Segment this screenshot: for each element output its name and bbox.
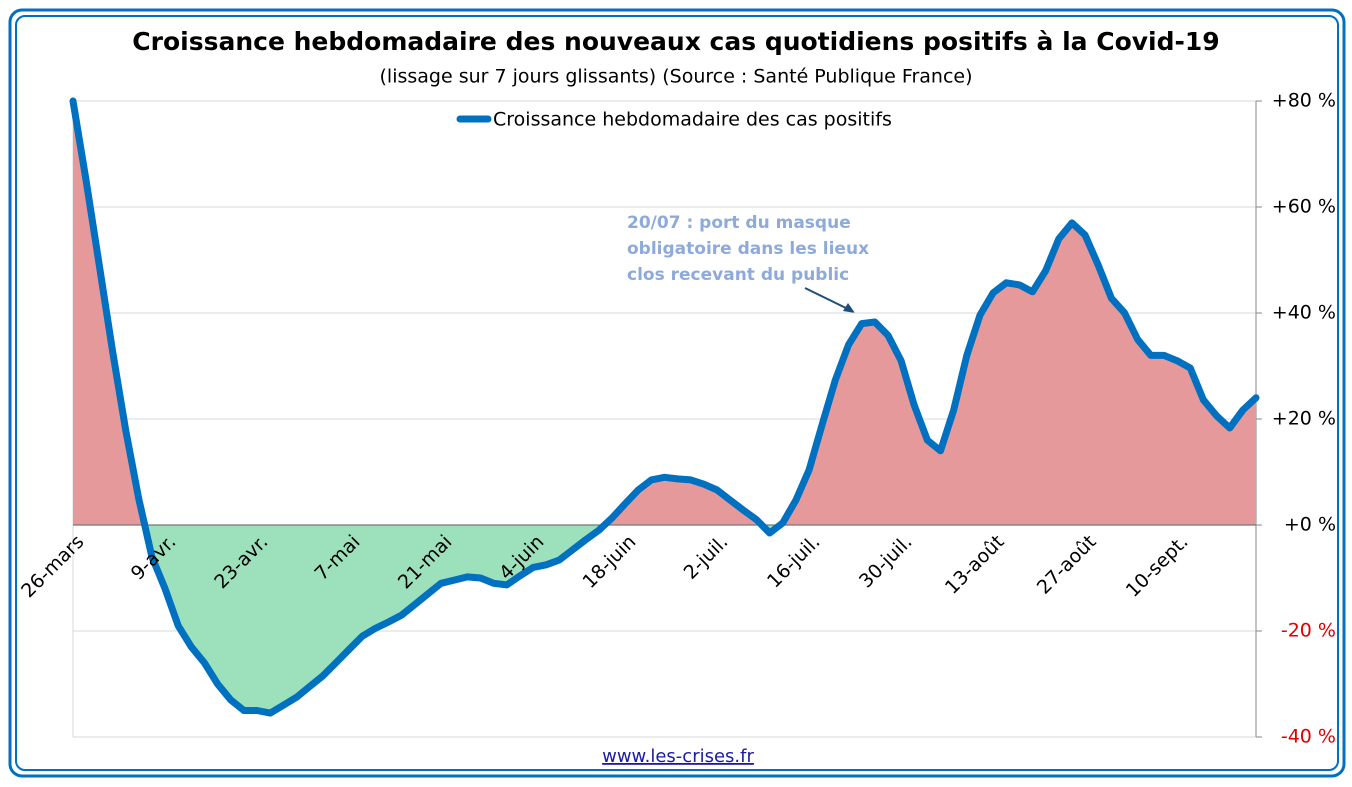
annotation: clos recevant du public	[627, 265, 849, 285]
annotation-arrow	[804, 287, 853, 312]
x-tick-label: 2-juil.	[680, 531, 733, 584]
x-tick-label: 13-août	[941, 531, 1009, 599]
y-tick-label: +0 %	[1284, 514, 1336, 536]
chart-subtitle: (lissage sur 7 jours glissants) (Source …	[380, 66, 973, 88]
frame-inner	[15, 15, 1339, 771]
x-tick-label: 16-juil.	[763, 531, 824, 592]
y-tick-label: +40 %	[1272, 302, 1336, 324]
chart-title: Croissance hebdomadaire des nouveaux cas…	[132, 27, 1219, 56]
y-tick-label: -40 %	[1281, 726, 1336, 748]
annotation: 20/07 : port du masque	[627, 213, 851, 233]
annotation: obligatoire dans les lieux	[627, 239, 869, 259]
legend-label: Croissance hebdomadaire des cas positifs	[493, 109, 892, 131]
x-tick-label: 30-juil.	[855, 531, 916, 592]
x-tick-label: 10-sept.	[1122, 531, 1193, 602]
x-tick-label: 27-août	[1033, 531, 1101, 599]
y-tick-label: +80 %	[1272, 90, 1336, 112]
annotation-arrowhead	[843, 303, 855, 313]
line	[69, 97, 1260, 717]
y-tick-label: +20 %	[1272, 408, 1336, 430]
y-tick-label: -20 %	[1281, 620, 1336, 642]
x-tick-label: 26-mars	[17, 531, 88, 602]
frame	[8, 8, 1346, 778]
footer-link[interactable]: www.les-crises.fr	[602, 746, 754, 767]
y-tick-label: +60 %	[1272, 196, 1336, 218]
area-positive	[73, 101, 1256, 525]
area-negative	[73, 525, 1256, 714]
